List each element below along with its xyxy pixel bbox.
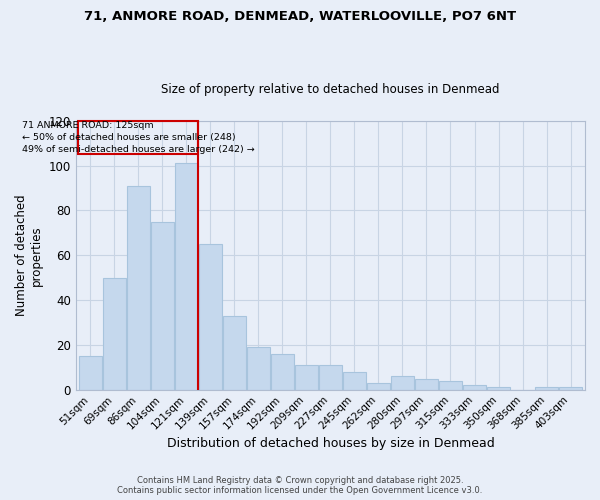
Bar bbox=[391, 376, 414, 390]
X-axis label: Distribution of detached houses by size in Denmead: Distribution of detached houses by size … bbox=[167, 437, 494, 450]
Title: Size of property relative to detached houses in Denmead: Size of property relative to detached ho… bbox=[161, 83, 500, 96]
Text: Contains HM Land Registry data © Crown copyright and database right 2025.
Contai: Contains HM Land Registry data © Crown c… bbox=[118, 476, 482, 495]
Bar bbox=[127, 186, 149, 390]
Bar bbox=[415, 378, 438, 390]
Bar bbox=[295, 365, 318, 390]
Text: 71, ANMORE ROAD, DENMEAD, WATERLOOVILLE, PO7 6NT: 71, ANMORE ROAD, DENMEAD, WATERLOOVILLE,… bbox=[84, 10, 516, 23]
Bar bbox=[103, 278, 125, 390]
Y-axis label: Number of detached
properties: Number of detached properties bbox=[15, 194, 43, 316]
Bar bbox=[487, 388, 510, 390]
Bar bbox=[319, 365, 342, 390]
Bar bbox=[463, 385, 486, 390]
Bar bbox=[343, 372, 366, 390]
Bar bbox=[559, 388, 582, 390]
Bar bbox=[199, 244, 222, 390]
Bar bbox=[271, 354, 294, 390]
Bar bbox=[79, 356, 101, 390]
Bar bbox=[78, 121, 197, 154]
Bar bbox=[175, 164, 197, 390]
Bar bbox=[535, 388, 558, 390]
Text: 71 ANMORE ROAD: 125sqm
← 50% of detached houses are smaller (248)
49% of semi-de: 71 ANMORE ROAD: 125sqm ← 50% of detached… bbox=[22, 122, 254, 154]
Bar bbox=[151, 222, 173, 390]
Bar bbox=[439, 381, 462, 390]
Bar bbox=[367, 383, 390, 390]
Bar bbox=[247, 347, 270, 390]
Bar bbox=[223, 316, 246, 390]
